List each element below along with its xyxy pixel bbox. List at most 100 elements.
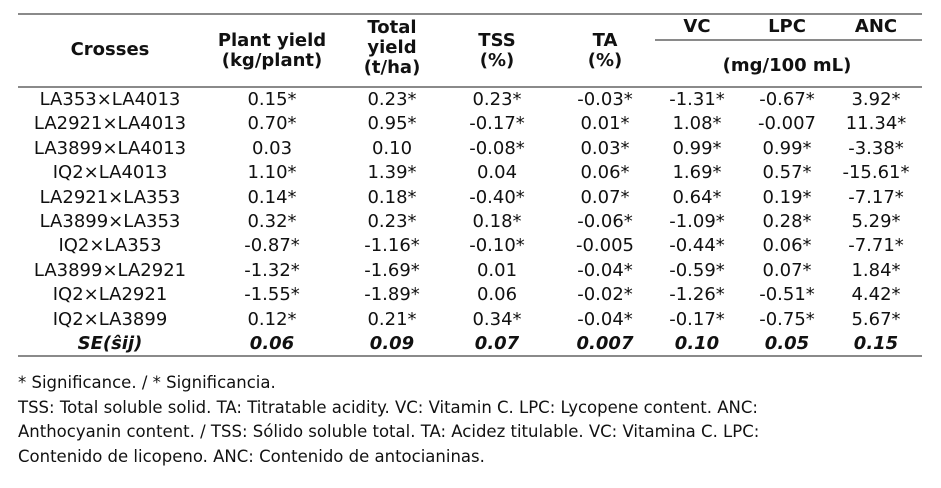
- table-cell: 0.19*: [762, 186, 812, 208]
- header-line: (%): [587, 50, 623, 71]
- header-total-yield: Total yield (t/ha): [364, 18, 421, 78]
- table-cell: 0.14*: [247, 186, 297, 208]
- table-cell: 0.06: [476, 284, 518, 306]
- cross-name: LA3899×LA4013: [33, 137, 187, 159]
- table-cell: -0.007: [757, 113, 817, 135]
- table-cell: 4.42*: [851, 284, 901, 306]
- bottom-rule: [18, 355, 922, 357]
- table-cell: -1.16*: [364, 235, 420, 257]
- table-cell: -1.55*: [244, 284, 300, 306]
- header-line: yield: [367, 37, 417, 58]
- table-cell: 0.70*: [247, 113, 297, 135]
- table-cell: 1.84*: [851, 259, 901, 281]
- footnote-significance: * Significance. / * Significancia.: [18, 373, 276, 392]
- table-cell: -0.03*: [577, 89, 633, 110]
- table-cell: -0.44*: [669, 235, 725, 257]
- table-cell: -1.89*: [364, 284, 420, 306]
- table-cell: 3.92*: [851, 89, 901, 110]
- table-cell: -0.10*: [469, 235, 525, 257]
- footnote-abbrev-1: TSS: Total soluble solid. TA: Titratable…: [18, 397, 758, 417]
- footnote-abbrev-2: Anthocyanin content. / TSS: Sólido solub…: [18, 422, 760, 441]
- header-line: (kg/plant): [221, 50, 323, 71]
- table-cell: 0.09: [369, 333, 415, 354]
- table-cell: 0.06: [249, 333, 295, 354]
- table-cell: 0.07*: [762, 259, 812, 281]
- header-line: TA: [592, 30, 618, 51]
- table-cell: -1.69*: [364, 259, 420, 281]
- table-cell: -7.17*: [848, 186, 904, 208]
- table-cell: -3.38*: [848, 137, 904, 159]
- table-cell: 11.34*: [845, 113, 907, 135]
- table-cell: -0.005: [575, 235, 635, 257]
- table-cell: 0.95*: [367, 113, 417, 135]
- table-cell: 0.21*: [367, 308, 417, 330]
- header-line: TSS: [478, 30, 516, 51]
- table-cell: -0.67*: [759, 89, 815, 110]
- cross-name: LA2921×LA4013: [33, 113, 187, 135]
- cross-name: IQ2×LA353: [58, 235, 162, 257]
- header-lpc: LPC: [768, 16, 806, 37]
- table-cell: -0.59*: [669, 259, 725, 281]
- header-plant-yield: Plant yield (kg/plant): [218, 31, 326, 71]
- header-rule: [18, 86, 922, 88]
- table-cell: 0.23*: [367, 89, 417, 110]
- table-cell: 0.10: [674, 333, 720, 354]
- header-vc: VC: [683, 16, 711, 37]
- table-cell: -0.75*: [759, 308, 815, 330]
- table-cell: -0.17*: [469, 113, 525, 135]
- table-cell: -7.71*: [848, 235, 904, 257]
- table-cell: 5.67*: [851, 308, 901, 330]
- table-cell: 0.99*: [672, 137, 722, 159]
- table-cell: 0.007: [576, 333, 634, 354]
- table-cell: 0.28*: [762, 211, 812, 232]
- table-cell: -1.26*: [669, 284, 725, 306]
- table-cell: 1.10*: [247, 162, 297, 184]
- table-cell: 0.05: [764, 333, 810, 354]
- header-unit-group: (mg/100 mL): [722, 55, 852, 76]
- table-cell: -15.61*: [842, 162, 910, 184]
- table-cell: -0.17*: [669, 308, 725, 330]
- header-crosses: Crosses: [70, 39, 150, 60]
- table-cell: 0.57*: [762, 162, 812, 184]
- table-cell: 0.07: [474, 333, 520, 354]
- header-tss: TSS (%): [478, 31, 515, 71]
- table-cell: 0.03*: [580, 137, 630, 159]
- table-cell: 0.01: [476, 259, 518, 281]
- table-cell: 1.69*: [672, 162, 722, 184]
- table-cell: -0.02*: [577, 284, 633, 306]
- table-cell: 0.07*: [580, 186, 630, 208]
- table-cell: 0.06*: [580, 162, 630, 184]
- table-cell: 0.99*: [762, 137, 812, 159]
- table-cell: 1.39*: [367, 162, 417, 184]
- table-cell: -0.04*: [577, 308, 633, 330]
- table-cell: -1.32*: [244, 259, 300, 281]
- table-cell: 0.15: [853, 333, 899, 354]
- table-cell: 0.32*: [247, 211, 297, 232]
- table-cell: 0.12*: [247, 308, 297, 330]
- table-cell: 0.23*: [367, 211, 417, 232]
- table-cell: 0.10: [371, 137, 413, 159]
- table-cell: -0.87*: [244, 235, 300, 257]
- table-cell: 0.06*: [762, 235, 812, 257]
- table-cell: 5.29*: [851, 211, 901, 232]
- cross-name: IQ2×LA3899: [52, 308, 168, 330]
- header-line: Plant yield: [217, 30, 327, 51]
- cross-name: LA3899×LA2921: [33, 259, 187, 281]
- table-cell: -0.04*: [577, 259, 633, 281]
- footnote-abbrev-3: Contenido de licopeno. ANC: Contenido de…: [18, 446, 485, 466]
- cross-name: LA2921×LA353: [39, 186, 181, 208]
- header-line: (%): [479, 50, 515, 71]
- table-cell: -1.31*: [669, 89, 725, 110]
- table-cell: -0.08*: [469, 137, 525, 159]
- table-cell: -0.06*: [577, 211, 633, 232]
- cross-name: IQ2×LA2921: [52, 284, 168, 306]
- table-cell: 0.03: [251, 137, 293, 159]
- table-cell: 0.18*: [367, 186, 417, 208]
- table-cell: -0.51*: [759, 284, 815, 306]
- table-cell: 0.18*: [472, 211, 522, 232]
- table-cell: 0.23*: [472, 89, 522, 110]
- header-anc: ANC: [854, 16, 898, 37]
- table-cell: 0.34*: [472, 308, 522, 330]
- table-cell: 0.04: [476, 162, 518, 184]
- table-cell: 1.08*: [672, 113, 722, 135]
